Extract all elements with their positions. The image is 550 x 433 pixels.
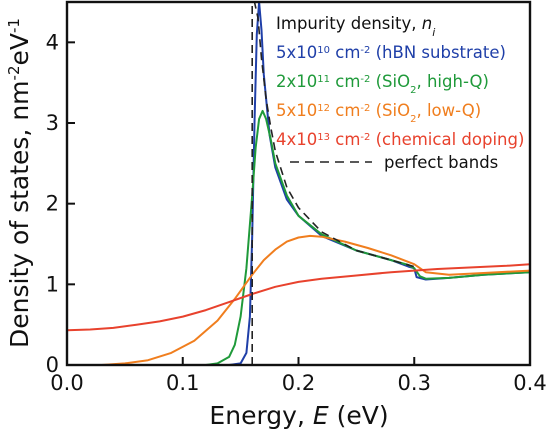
series-line-4 <box>251 1 415 365</box>
legend-entry-chemical-unit: cm <box>330 130 360 149</box>
y-axis-title-exp1: -2 <box>5 66 23 81</box>
y-tick-label: 3 <box>46 111 59 135</box>
x-axis-title-text: Energy, <box>209 401 312 430</box>
legend-entry-hbn-exp: 10 <box>317 45 330 56</box>
legend-entry-sio2-low-exp: 12 <box>317 103 330 114</box>
series-line-1 <box>67 109 531 366</box>
x-axis-title-symbol: E <box>313 401 329 430</box>
series-line-3 <box>66 263 531 332</box>
series-line-0 <box>67 1 531 366</box>
x-tick-label: 0.4 <box>513 371 546 395</box>
legend-entry-sio2-low-unitexp: -2 <box>360 103 370 114</box>
x-axis-title-unit: (eV) <box>329 401 389 430</box>
legend-entry-sio2-low-mant: 5x10 <box>276 101 317 120</box>
y-axis-title-exp2: -1 <box>5 18 23 33</box>
series-lines <box>66 1 531 366</box>
x-axis-title: Energy, E (eV) <box>209 401 388 430</box>
legend-entry-chemical-desc: (chemical doping) <box>370 130 524 149</box>
legend: Impurity density, ni 5x1010 cm-2 (hBN su… <box>276 14 524 172</box>
legend-entry-sio2-high: 2x1011 cm-2 (SiO2, high-Q) <box>276 72 489 96</box>
legend-entry-sio2-high-unit: cm <box>330 72 360 91</box>
legend-entry-sio2-low-desc: (SiO <box>370 101 410 120</box>
legend-title: Impurity density, ni <box>276 14 435 39</box>
legend-entry-hbn-desc: (hBN substrate) <box>370 43 506 62</box>
y-axis-title-text: Density of states, nm <box>5 80 34 347</box>
legend-entry-sio2-low: 5x1012 cm-2 (SiO2, low-Q) <box>276 101 481 125</box>
y-axis-title-unit: eV <box>5 33 34 65</box>
y-tick-label: 2 <box>46 192 59 216</box>
series-line-2 <box>67 234 531 366</box>
legend-entry-sio2-low-desc2: , low-Q) <box>416 101 481 120</box>
legend-title-text: Impurity density, <box>276 14 422 33</box>
legend-entry-sio2-high-desc2: , high-Q) <box>416 72 488 91</box>
legend-title-sub: i <box>432 26 435 39</box>
x-tick-label: 0.0 <box>50 371 83 395</box>
legend-entry-chemical-unitexp: -2 <box>360 132 370 143</box>
legend-entry-hbn-mant: 5x10 <box>276 43 317 62</box>
legend-entry-chemical-exp: 13 <box>317 132 330 143</box>
y-tick-label: 4 <box>46 30 59 54</box>
y-tick-label: 0 <box>46 353 59 377</box>
legend-entry-hbn: 5x1010 cm-2 (hBN substrate) <box>276 43 506 62</box>
plot-frame <box>65 0 532 367</box>
legend-entry-chemical: 4x1013 cm-2 (chemical doping) <box>276 130 524 149</box>
legend-entry-sio2-low-sub: 2 <box>410 114 416 125</box>
legend-entry-sio2-low-unit: cm <box>330 101 360 120</box>
legend-entry-perfect: perfect bands <box>384 153 498 172</box>
x-tick-label: 0.2 <box>282 371 315 395</box>
legend-entry-sio2-high-mant: 2x10 <box>276 72 317 91</box>
legend-title-symbol: n <box>422 14 432 33</box>
legend-entry-sio2-high-unitexp: -2 <box>360 74 370 85</box>
legend-entry-chemical-mant: 4x10 <box>276 130 317 149</box>
legend-entry-hbn-unitexp: -2 <box>360 45 370 56</box>
y-tick-label: 1 <box>46 272 59 296</box>
legend-entry-sio2-high-desc: (SiO <box>370 72 410 91</box>
legend-entry-sio2-high-exp: 11 <box>317 74 330 85</box>
legend-entry-hbn-unit: cm <box>330 43 360 62</box>
x-tick-label: 0.3 <box>398 371 431 395</box>
legend-entry-sio2-high-sub: 2 <box>410 85 416 96</box>
y-axis-title: Density of states, nm-2eV-1 <box>5 18 34 348</box>
x-tick-label: 0.1 <box>166 371 199 395</box>
